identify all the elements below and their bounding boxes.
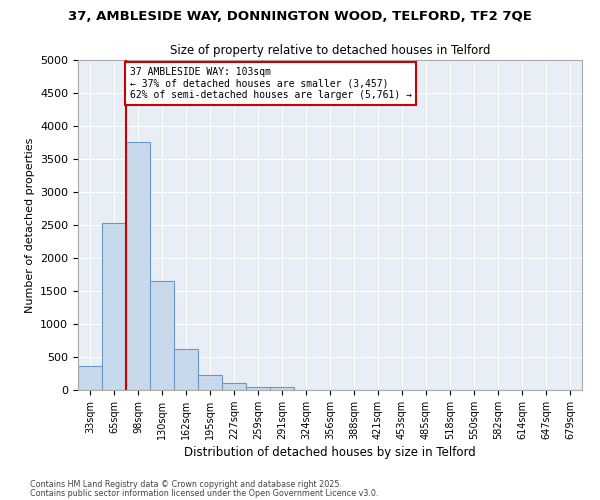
Text: Contains public sector information licensed under the Open Government Licence v3: Contains public sector information licen… [30,488,379,498]
Text: Contains HM Land Registry data © Crown copyright and database right 2025.: Contains HM Land Registry data © Crown c… [30,480,342,489]
Bar [198,376,222,390]
Bar [150,281,174,390]
Bar [126,142,150,390]
Bar [222,384,246,390]
Bar [270,388,294,390]
Y-axis label: Number of detached properties: Number of detached properties [25,138,35,312]
Bar [102,223,126,390]
X-axis label: Distribution of detached houses by size in Telford: Distribution of detached houses by size … [184,446,476,459]
Text: 37, AMBLESIDE WAY, DONNINGTON WOOD, TELFORD, TF2 7QE: 37, AMBLESIDE WAY, DONNINGTON WOOD, TELF… [68,10,532,23]
Bar [246,387,270,390]
Bar [78,366,102,390]
Text: 37 AMBLESIDE WAY: 103sqm
← 37% of detached houses are smaller (3,457)
62% of sem: 37 AMBLESIDE WAY: 103sqm ← 37% of detach… [130,66,412,100]
Bar [174,349,198,390]
Title: Size of property relative to detached houses in Telford: Size of property relative to detached ho… [170,44,490,58]
